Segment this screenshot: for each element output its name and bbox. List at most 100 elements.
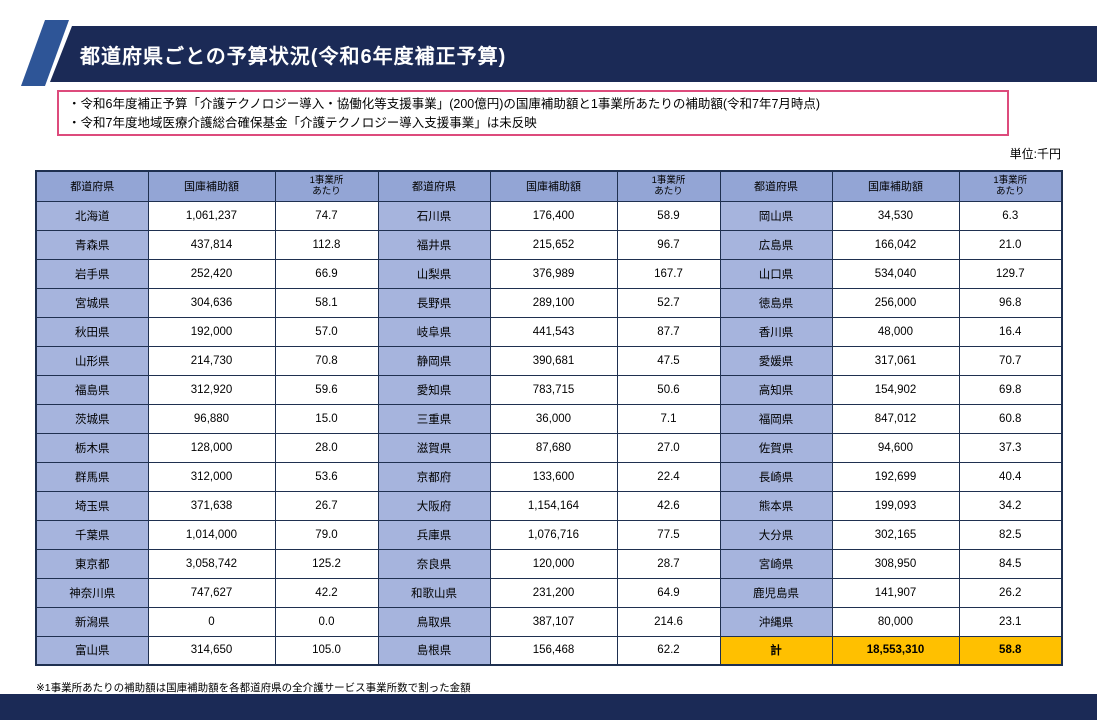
per-office-cell: 64.9	[616, 577, 721, 608]
subsidy-amount-cell: 154,902	[831, 374, 960, 405]
subsidy-amount-cell: 312,920	[147, 374, 276, 405]
prefecture-cell: 山口県	[719, 258, 833, 289]
per-office-cell: 69.8	[958, 374, 1063, 405]
prefecture-cell: 福岡県	[719, 403, 833, 434]
per-office-cell: 42.6	[616, 490, 721, 521]
prefecture-cell: 宮城県	[35, 287, 149, 318]
col-header-prefecture: 都道府県	[719, 170, 833, 202]
subsidy-amount-cell: 1,061,237	[147, 200, 276, 231]
prefecture-cell: 和歌山県	[377, 577, 491, 608]
table-row: 東京都 3,058,742 125.2 奈良県 120,000 28.7 宮崎県 308,95…	[35, 548, 1063, 579]
prefecture-cell: 高知県	[719, 374, 833, 405]
table-row: 福島県 312,920 59.6 愛知県 783,715 50.6 高知県 154,902 69…	[35, 374, 1063, 405]
prefecture-cell: 香川県	[719, 316, 833, 347]
total-label-cell: 計	[719, 635, 833, 666]
prefecture-cell: 新潟県	[35, 606, 149, 637]
footnote: ※1事業所あたりの補助額は国庫補助額を各都道府県の全介護サービス事業所数で割った…	[36, 682, 471, 694]
prefecture-cell: 岐阜県	[377, 316, 491, 347]
subsidy-amount-cell: 437,814	[147, 229, 276, 260]
subsidy-amount-cell: 1,076,716	[489, 519, 618, 550]
prefecture-cell: 群馬県	[35, 461, 149, 492]
note-line-2: ・令和7年度地域医療介護総合確保基金「介護テクノロジー導入支援事業」は未反映	[68, 116, 537, 130]
per-office-cell: 167.7	[616, 258, 721, 289]
prefecture-cell: 大阪府	[377, 490, 491, 521]
subsidy-amount-cell: 1,014,000	[147, 519, 276, 550]
note-line-1: ・令和6年度補正予算「介護テクノロジー導入・協働化等支援事業」(200億円)の国…	[68, 97, 821, 111]
prefecture-cell: 滋賀県	[377, 432, 491, 463]
subsidy-amount-cell: 387,107	[489, 606, 618, 637]
per-office-cell: 77.5	[616, 519, 721, 550]
per-office-cell: 87.7	[616, 316, 721, 347]
per-office-cell: 34.2	[958, 490, 1063, 521]
per-office-cell: 50.6	[616, 374, 721, 405]
subsidy-amount-cell: 312,000	[147, 461, 276, 492]
per-office-cell: 26.7	[274, 490, 379, 521]
table-header-row: 都道府県 国庫補助額 1事業所 あたり 都道府県 国庫補助額 1事業所 あたり 都道府県 国庫…	[35, 170, 1063, 202]
table-row: 群馬県 312,000 53.6 京都府 133,600 22.4 長崎県 192,699 40…	[35, 461, 1063, 492]
col-header-prefecture: 都道府県	[35, 170, 149, 202]
per-office-cell: 37.3	[958, 432, 1063, 463]
subsidy-amount-cell: 252,420	[147, 258, 276, 289]
per-office-cell: 57.0	[274, 316, 379, 347]
per-office-cell: 112.8	[274, 229, 379, 260]
subsidy-amount-cell: 0	[147, 606, 276, 637]
table-row: 埼玉県 371,638 26.7 大阪府 1,154,164 42.6 熊本県 199,093…	[35, 490, 1063, 521]
subsidy-amount-cell: 120,000	[489, 548, 618, 579]
table-row: 茨城県 96,880 15.0 三重県 36,000 7.1 福岡県 847,012 60.8	[35, 403, 1063, 434]
prefecture-cell: 東京都	[35, 548, 149, 579]
subsidy-amount-cell: 214,730	[147, 345, 276, 376]
col-header-per: 1事業所 あたり	[616, 170, 721, 202]
per-office-cell: 42.2	[274, 577, 379, 608]
table-row: 千葉県 1,014,000 79.0 兵庫県 1,076,716 77.5 大分県 302,1…	[35, 519, 1063, 550]
per-office-cell: 53.6	[274, 461, 379, 492]
per-office-cell: 58.1	[274, 287, 379, 318]
table-row: 神奈川県 747,627 42.2 和歌山県 231,200 64.9 鹿児島県 141,90…	[35, 577, 1063, 608]
prefecture-cell: 青森県	[35, 229, 149, 260]
subsidy-amount-cell: 302,165	[831, 519, 960, 550]
per-office-cell: 6.3	[958, 200, 1063, 231]
subsidy-amount-cell: 847,012	[831, 403, 960, 434]
title-bar: 都道府県ごとの予算状況(令和6年度補正予算)	[50, 26, 1097, 82]
total-per-cell: 58.8	[958, 635, 1063, 666]
col-header-per: 1事業所 あたり	[274, 170, 379, 202]
per-office-cell: 82.5	[958, 519, 1063, 550]
prefecture-cell: 広島県	[719, 229, 833, 260]
prefecture-cell: 静岡県	[377, 345, 491, 376]
per-office-cell: 28.7	[616, 548, 721, 579]
subsidy-amount-cell: 256,000	[831, 287, 960, 318]
col-header-amount: 国庫補助額	[831, 170, 960, 202]
prefecture-cell: 神奈川県	[35, 577, 149, 608]
col-header-amount: 国庫補助額	[147, 170, 276, 202]
prefecture-cell: 沖縄県	[719, 606, 833, 637]
per-office-cell: 62.2	[616, 635, 721, 666]
prefecture-cell: 大分県	[719, 519, 833, 550]
per-office-cell: 26.2	[958, 577, 1063, 608]
per-office-cell: 27.0	[616, 432, 721, 463]
subsidy-amount-cell: 231,200	[489, 577, 618, 608]
subsidy-amount-cell: 156,468	[489, 635, 618, 666]
prefecture-cell: 岩手県	[35, 258, 149, 289]
subsidy-amount-cell: 1,154,164	[489, 490, 618, 521]
footer-band	[0, 694, 1097, 720]
prefecture-cell: 宮崎県	[719, 548, 833, 579]
per-office-cell: 214.6	[616, 606, 721, 637]
page-title: 都道府県ごとの予算状況(令和6年度補正予算)	[80, 45, 507, 68]
total-amount-cell: 18,553,310	[831, 635, 960, 666]
subsidy-amount-cell: 783,715	[489, 374, 618, 405]
prefecture-cell: 鳥取県	[377, 606, 491, 637]
subsidy-amount-cell: 34,530	[831, 200, 960, 231]
per-office-cell: 70.7	[958, 345, 1063, 376]
prefecture-cell: 京都府	[377, 461, 491, 492]
per-office-cell: 16.4	[958, 316, 1063, 347]
subsidy-amount-cell: 199,093	[831, 490, 960, 521]
subsidy-amount-cell: 308,950	[831, 548, 960, 579]
per-office-cell: 60.8	[958, 403, 1063, 434]
subsidy-amount-cell: 96,880	[147, 403, 276, 434]
prefecture-cell: 佐賀県	[719, 432, 833, 463]
table-row: 富山県 314,650 105.0 島根県 156,468 62.2 計 18,553,310…	[35, 635, 1063, 666]
subsidy-amount-cell: 441,543	[489, 316, 618, 347]
prefecture-cell: 徳島県	[719, 287, 833, 318]
subsidy-amount-cell: 215,652	[489, 229, 618, 260]
prefecture-cell: 秋田県	[35, 316, 149, 347]
note-box: ・令和6年度補正予算「介護テクノロジー導入・協働化等支援事業」(200億円)の国…	[57, 90, 1009, 136]
